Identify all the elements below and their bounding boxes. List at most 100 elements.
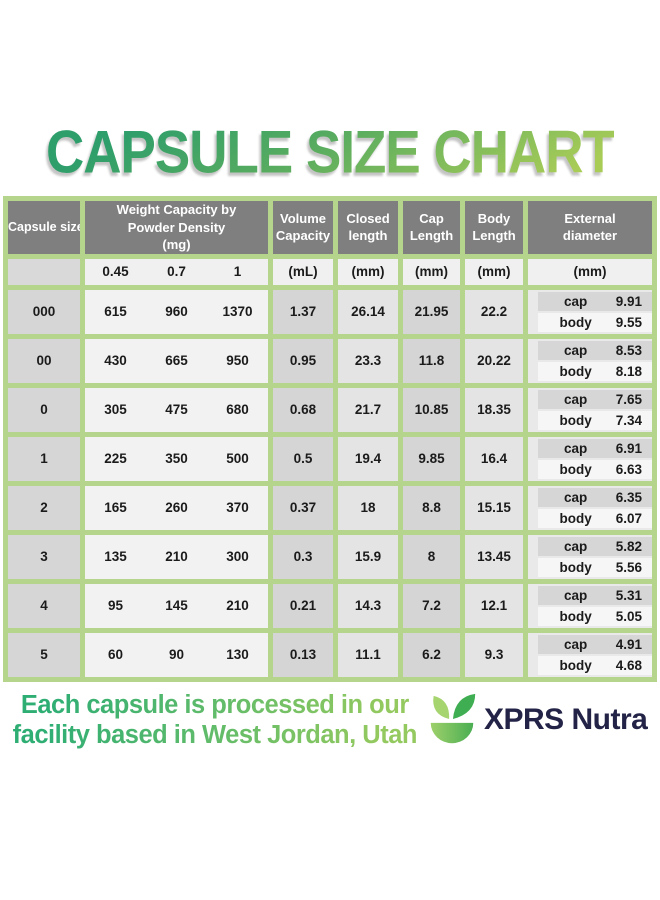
body-length-cell: 18.35: [465, 387, 523, 432]
cap-diameter-band: cap 9.91: [538, 291, 652, 311]
unit-mm-cap: (mm): [403, 258, 460, 285]
header-capsule-size: Capsule size: [8, 201, 80, 254]
external-diameter-cell: cap 8.53 body 8.18: [528, 338, 652, 383]
header-cap-length: Cap Length: [403, 201, 460, 254]
header-body-length: Body Length: [465, 201, 523, 254]
footer-tagline-line1: Each capsule is processed in our: [20, 691, 409, 719]
closed-length-cell: 11.1: [338, 632, 398, 677]
weight-cell: 225 350 500: [85, 436, 268, 481]
footer-tagline-line2: facility based in West Jordan, Utah: [12, 721, 417, 750]
body-diameter-band: body 7.34: [538, 410, 652, 430]
body-length-cell: 22.2: [465, 289, 523, 334]
closed-length-cell: 26.14: [338, 289, 398, 334]
body-length-cell: 13.45: [465, 534, 523, 579]
body-length-cell: 12.1: [465, 583, 523, 628]
cap-diameter-band: cap 5.31: [538, 585, 652, 605]
body-diameter-band: body 5.05: [538, 606, 652, 626]
cap-length-cell: 10.85: [403, 387, 460, 432]
header-external-diameter: External diameter: [528, 201, 652, 254]
weight-cell: 95 145 210: [85, 583, 268, 628]
capsule-size-cell: 000: [8, 289, 80, 334]
density-07: 0.7: [167, 264, 186, 280]
body-diameter-band: body 5.56: [538, 557, 652, 577]
table-row-4: 4 95 145 210 0.21 14.3 7.2 12.1 cap 5.31 bo…: [8, 583, 652, 628]
volume-cell: 0.3: [273, 534, 333, 579]
cap-diameter-band: cap 8.53: [538, 340, 652, 360]
volume-cell: 1.37: [273, 289, 333, 334]
external-diameter-cell: cap 4.91 body 4.68: [528, 632, 652, 677]
table-row-5: 5 60 90 130 0.13 11.1 6.2 9.3 cap 4.91 body…: [8, 632, 652, 677]
weight-cell: 60 90 130: [85, 632, 268, 677]
volume-cell: 0.13: [273, 632, 333, 677]
volume-cell: 0.37: [273, 485, 333, 530]
capsule-size-cell: 4: [8, 583, 80, 628]
cap-length-cell: 8.8: [403, 485, 460, 530]
cap-length-cell: 21.95: [403, 289, 460, 334]
unit-mm-body: (mm): [465, 258, 523, 285]
capsule-size-cell: 1: [8, 436, 80, 481]
cap-diameter-band: cap 6.91: [538, 438, 652, 458]
table-row-3: 3 135 210 300 0.3 15.9 8 13.45 cap 5.82 bod…: [8, 534, 652, 579]
closed-length-cell: 15.9: [338, 534, 398, 579]
cap-length-cell: 7.2: [403, 583, 460, 628]
footer-tagline: Each capsule is processed in our facilit…: [13, 690, 417, 750]
body-diameter-band: body 6.07: [538, 508, 652, 528]
weight-cell: 305 475 680: [85, 387, 268, 432]
volume-cell: 0.95: [273, 338, 333, 383]
table-header-row: Capsule size Weight Capacity by Powder D…: [8, 201, 652, 254]
table-row-000: 000 615 960 1370 1.37 26.14 21.95 22.2 cap…: [8, 289, 652, 334]
density-1: 1: [233, 264, 242, 280]
unit-empty-cell: [8, 258, 80, 285]
weight-cell: 430 665 950: [85, 338, 268, 383]
page-title: CAPSULE SIZE CHART: [46, 118, 615, 187]
external-diameter-cell: cap 7.65 body 7.34: [528, 387, 652, 432]
density-045: 0.45: [102, 264, 129, 280]
body-diameter-band: body 9.55: [538, 312, 652, 332]
body-length-cell: 16.4: [465, 436, 523, 481]
external-diameter-cell: cap 5.31 body 5.05: [528, 583, 652, 628]
cap-length-cell: 6.2: [403, 632, 460, 677]
capsule-size-cell: 0: [8, 387, 80, 432]
closed-length-cell: 23.3: [338, 338, 398, 383]
leaf-bowl-icon: [423, 691, 481, 749]
density-values-cell: 0.45 0.7 1: [85, 258, 268, 285]
weight-cell: 165 260 370: [85, 485, 268, 530]
table-row-2: 2 165 260 370 0.37 18 8.8 15.15 cap 6.35 bo…: [8, 485, 652, 530]
closed-length-cell: 18: [338, 485, 398, 530]
capsule-size-table: Capsule size Weight Capacity by Powder D…: [3, 196, 657, 682]
external-diameter-cell: cap 6.35 body 6.07: [528, 485, 652, 530]
cap-diameter-band: cap 6.35: [538, 487, 652, 507]
table-row-0: 0 305 475 680 0.68 21.7 10.85 18.35 cap 7.6…: [8, 387, 652, 432]
body-diameter-band: body 6.63: [538, 459, 652, 479]
closed-length-cell: 19.4: [338, 436, 398, 481]
cap-length-cell: 8: [403, 534, 460, 579]
capsule-size-cell: 2: [8, 485, 80, 530]
table-row-1: 1 225 350 500 0.5 19.4 9.85 16.4 cap 6.91 b…: [8, 436, 652, 481]
capsule-size-cell: 3: [8, 534, 80, 579]
footer: Each capsule is processed in our facilit…: [0, 690, 660, 750]
weight-cell: 135 210 300: [85, 534, 268, 579]
external-diameter-cell: cap 9.91 body 9.55: [528, 289, 652, 334]
volume-cell: 0.5: [273, 436, 333, 481]
unit-mm-closed: (mm): [338, 258, 398, 285]
page-title-wrap: CAPSULE SIZE CHART: [0, 119, 660, 186]
body-length-cell: 15.15: [465, 485, 523, 530]
closed-length-cell: 21.7: [338, 387, 398, 432]
external-diameter-cell: cap 6.91 body 6.63: [528, 436, 652, 481]
cap-diameter-band: cap 7.65: [538, 389, 652, 409]
external-diameter-cell: cap 5.82 body 5.56: [528, 534, 652, 579]
unit-mm-external: (mm): [528, 258, 652, 285]
table-row-00: 00 430 665 950 0.95 23.3 11.8 20.22 cap 8.5…: [8, 338, 652, 383]
header-volume-capacity: Volume Capacity: [273, 201, 333, 254]
header-weight-capacity: Weight Capacity by Powder Density (mg): [85, 201, 268, 254]
unit-ml-cell: (mL): [273, 258, 333, 285]
capsule-size-cell: 00: [8, 338, 80, 383]
header-closed-length: Closed length: [338, 201, 398, 254]
body-diameter-band: body 8.18: [538, 361, 652, 381]
unit-row: 0.45 0.7 1 (mL) (mm) (mm) (mm) (mm): [8, 258, 652, 285]
weight-cell: 615 960 1370: [85, 289, 268, 334]
capsule-size-cell: 5: [8, 632, 80, 677]
cap-length-cell: 11.8: [403, 338, 460, 383]
closed-length-cell: 14.3: [338, 583, 398, 628]
